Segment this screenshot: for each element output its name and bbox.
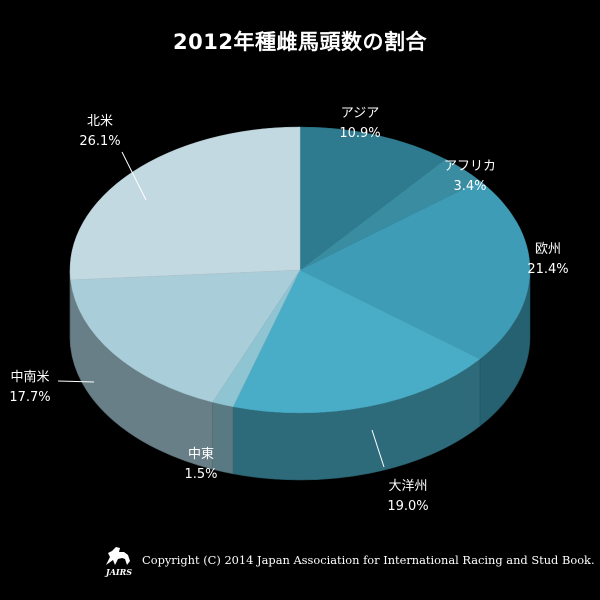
logo-text: JAIRS <box>105 567 133 577</box>
slice-value-5: 1.5% <box>184 467 217 482</box>
pie-slice-6 <box>70 269 301 403</box>
slice-value-2: 3.4% <box>453 179 486 194</box>
pie-slice-4 <box>232 269 481 414</box>
pie-side-7 <box>69 269 71 347</box>
slice-label-4: 大洋州 <box>388 479 427 494</box>
slice-label-1: アジア <box>341 106 379 121</box>
slice-label-5: 中東 <box>188 446 214 462</box>
slice-label-7: 北米 <box>87 114 113 129</box>
slice-value-1: 10.9% <box>339 126 380 141</box>
leader-line-6 <box>57 380 95 383</box>
horse-icon <box>106 547 130 565</box>
pie-slice-7 <box>69 126 301 281</box>
chart-title: 2012年種雌馬頭数の割合 <box>173 30 427 54</box>
leader-line-7 <box>121 151 147 201</box>
slice-label-3: 欧州 <box>535 242 561 257</box>
jairs-horse-logo <box>106 547 130 565</box>
slice-label-6: 中南米 <box>10 369 49 385</box>
pie-slice-1 <box>299 126 446 271</box>
slice-value-7: 26.1% <box>79 134 120 149</box>
slice-value-3: 21.4% <box>527 262 568 277</box>
pie-side-5 <box>212 401 234 475</box>
copyright-notice: Copyright (C) 2014 Japan Association for… <box>142 553 595 567</box>
leader-line-4 <box>371 429 385 468</box>
pie-slice-3 <box>299 180 531 360</box>
pie-top <box>69 126 531 414</box>
slice-value-6: 17.7% <box>9 390 50 405</box>
slice-label-2: アフリカ <box>444 159 496 174</box>
slice-labels: アジア 10.9% アフリカ 3.4% 欧州 21.4% 大洋州 19.0% 中東 1.5% 中南米… <box>9 106 568 514</box>
slice-value-4: 19.0% <box>387 499 428 514</box>
